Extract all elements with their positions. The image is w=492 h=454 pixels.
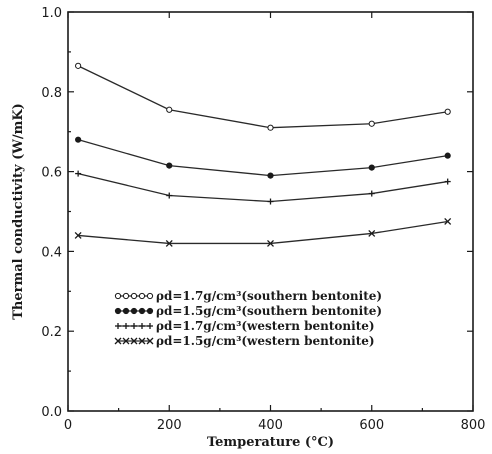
- series-line: [77, 65, 448, 129]
- data-point: [444, 108, 451, 115]
- axis-ticks: 0 200 400 600 800 0.0 0.2 0.4 0.6 0.8 1.0: [41, 6, 485, 433]
- data-point: [114, 337, 122, 345]
- data-point: [444, 152, 451, 159]
- data-point: [122, 292, 130, 300]
- data-point: [147, 323, 153, 329]
- legend-entry: ρd=1.7g/cm³(southern bentonite): [114, 289, 382, 303]
- y-axis-label: Thermal conductivity (W/mK): [11, 103, 26, 320]
- data-point-stroke: [138, 337, 146, 345]
- data-point: [146, 292, 154, 300]
- legend-label: ρd=1.7g/cm³(southern bentonite): [156, 289, 382, 303]
- data-point: [123, 323, 129, 329]
- data-point-stroke: [146, 337, 154, 345]
- series-1: [75, 62, 451, 131]
- series-2: [75, 136, 451, 179]
- data-point: [368, 190, 375, 197]
- legend: ρd=1.7g/cm³(southern bentonite)ρd=1.5g/c…: [114, 289, 382, 348]
- x-tick-label: 200: [157, 418, 182, 433]
- series-line: [77, 172, 448, 203]
- data-point-stroke: [74, 231, 82, 239]
- data-point: [74, 231, 82, 239]
- data-point-stroke: [165, 239, 173, 247]
- data-point: [122, 337, 130, 345]
- legend-entry: ρd=1.5g/cm³(western bentonite): [114, 334, 375, 348]
- data-point: [115, 323, 121, 329]
- data-point: [444, 218, 452, 225]
- legend-label: ρd=1.5g/cm³(western bentonite): [156, 334, 375, 348]
- data-point: [114, 307, 122, 315]
- x-tick-label: 400: [258, 418, 283, 433]
- data-point-stroke: [130, 337, 138, 345]
- legend-label: ρd=1.5g/cm³(southern bentonite): [156, 304, 382, 318]
- plot-frame: [67, 11, 474, 412]
- data-point: [130, 337, 138, 345]
- data-point: [75, 136, 82, 143]
- y-tick-label: 0.6: [41, 166, 62, 181]
- data-point: [122, 307, 130, 315]
- series-3: [75, 170, 451, 205]
- legend-entry: ρd=1.7g/cm³(western bentonite): [115, 319, 375, 333]
- data-point: [267, 124, 274, 131]
- x-tick-label: 800: [461, 418, 486, 433]
- data-point-stroke: [368, 229, 376, 237]
- data-point: [146, 337, 154, 345]
- data-point-stroke: [122, 337, 130, 345]
- data-point: [368, 164, 375, 171]
- data-point: [138, 337, 146, 345]
- y-tick-label: 0.0: [41, 405, 62, 420]
- y-tick-label: 0.4: [41, 245, 62, 260]
- data-point-stroke: [114, 337, 122, 345]
- data-point: [146, 307, 154, 315]
- data-point: [75, 170, 82, 177]
- data-point: [131, 323, 137, 329]
- x-axis-label: Temperature (°C): [207, 435, 334, 450]
- data-point: [114, 292, 122, 300]
- data-point: [138, 292, 146, 300]
- data-point: [267, 198, 274, 205]
- legend-entry: ρd=1.5g/cm³(southern bentonite): [114, 304, 382, 318]
- data-point: [166, 192, 173, 199]
- data-point: [165, 239, 173, 247]
- data-point: [368, 120, 375, 127]
- data-point: [75, 62, 82, 69]
- data-point-stroke: [267, 239, 274, 247]
- data-point: [368, 229, 376, 237]
- series-line: [78, 220, 448, 245]
- data-point: [166, 162, 173, 169]
- data-point: [267, 239, 274, 247]
- data-point: [138, 307, 146, 315]
- data-point: [130, 292, 138, 300]
- data-point: [130, 307, 138, 315]
- y-tick-label: 0.8: [41, 86, 62, 101]
- legend-label: ρd=1.7g/cm³(western bentonite): [156, 319, 375, 333]
- y-tick-label: 0.2: [41, 325, 62, 340]
- series-group: [74, 62, 452, 247]
- data-point: [267, 172, 274, 179]
- data-point-stroke: [444, 218, 452, 225]
- y-tick-label: 1.0: [41, 6, 62, 21]
- series-4: [74, 218, 452, 247]
- data-point: [444, 178, 451, 185]
- series-line: [77, 139, 448, 177]
- axes: [67, 11, 474, 412]
- x-tick-label: 600: [359, 418, 384, 433]
- data-point: [166, 106, 173, 113]
- data-point: [139, 323, 145, 329]
- x-tick-label: 0: [64, 418, 72, 433]
